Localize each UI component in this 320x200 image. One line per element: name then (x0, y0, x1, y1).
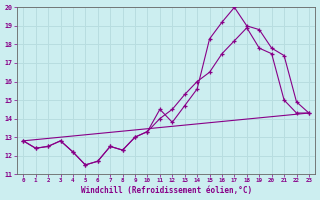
X-axis label: Windchill (Refroidissement éolien,°C): Windchill (Refroidissement éolien,°C) (81, 186, 252, 195)
